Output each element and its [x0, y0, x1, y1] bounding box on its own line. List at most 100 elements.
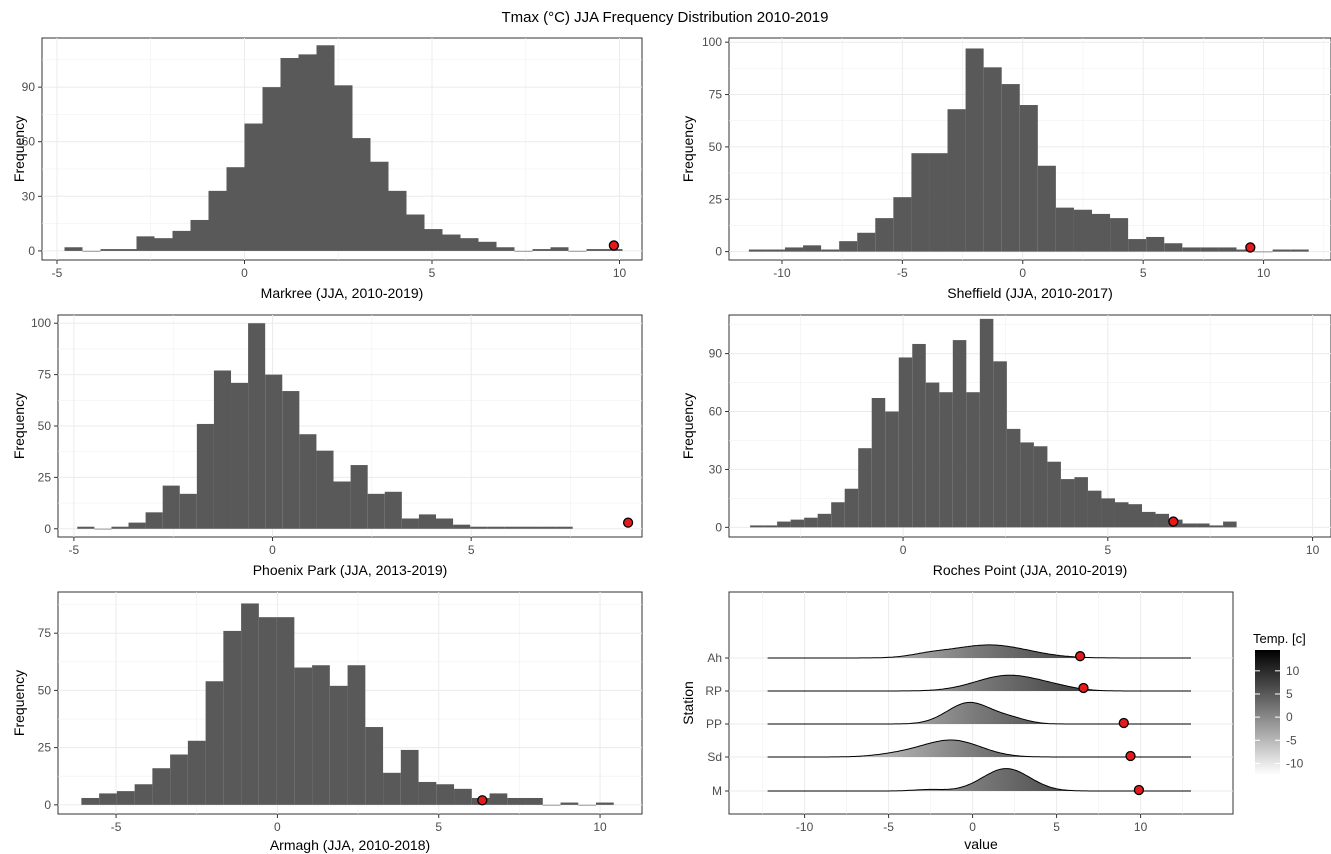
- y-tick-label: 90: [709, 347, 723, 361]
- y-tick-label: 50: [38, 419, 52, 433]
- histogram-bar: [586, 249, 605, 251]
- histogram-bar: [939, 392, 953, 528]
- ticks: -5 0 5 10 0 25 50 75: [38, 626, 607, 834]
- marker-point: [1245, 242, 1256, 253]
- histogram-bar: [857, 232, 876, 252]
- histogram-bar: [367, 493, 385, 529]
- panel-ridgeline: Ah RP PP Sd M -10 -5 0 5 10 value Station: [680, 591, 1234, 852]
- y-tick-label: 100: [702, 35, 722, 49]
- histogram-bar: [347, 665, 366, 805]
- x-tick-label: 10: [593, 820, 607, 834]
- histogram-bar: [912, 343, 926, 528]
- x-tick-label: 5: [1140, 266, 1147, 280]
- histogram-bar: [262, 87, 281, 251]
- bars: [64, 45, 623, 252]
- density-ridge: [767, 702, 1191, 724]
- marker-point: [1125, 750, 1136, 762]
- histogram-bar: [966, 392, 980, 528]
- y-axis-label: Frequency: [11, 116, 27, 182]
- legend-tick-label: -10: [1286, 756, 1304, 770]
- histogram-bar: [190, 219, 209, 251]
- histogram-bar: [384, 491, 402, 529]
- x-axis-label: Markree (JJA, 2010-2019): [261, 285, 424, 301]
- histogram-bar: [844, 488, 859, 528]
- histogram-bar: [763, 525, 778, 528]
- y-tick-label: 75: [38, 368, 52, 382]
- histogram-bar: [871, 398, 886, 528]
- histogram-bar: [81, 797, 100, 805]
- histogram-bar: [316, 450, 334, 529]
- histogram-bar: [817, 513, 832, 528]
- histogram-bar: [965, 48, 984, 252]
- histogram-bar: [453, 524, 471, 529]
- x-tick-label: 0: [269, 543, 276, 557]
- histogram-bar: [1196, 523, 1210, 528]
- histogram-bar: [952, 340, 967, 528]
- histogram-bar: [82, 250, 101, 252]
- histogram-bar: [993, 361, 1007, 528]
- x-tick-label: 10: [1306, 543, 1320, 557]
- y-tick-label: 0: [44, 798, 51, 812]
- histogram-bar: [170, 754, 188, 805]
- y-tick-label: 60: [22, 135, 36, 149]
- y-axis-label: Station: [680, 681, 696, 725]
- x-tick-label: -5: [897, 266, 908, 280]
- histogram-bar: [64, 247, 83, 251]
- histogram-bar: [1006, 428, 1021, 528]
- histogram-bar: [979, 318, 994, 528]
- histogram-bar: [282, 391, 300, 529]
- histogram-bar: [1060, 479, 1075, 528]
- histogram-bar: [77, 526, 95, 529]
- panel-roches-point: 0 5 10 0 30 60 90 Roches Point (JJA, 2010-2019…: [680, 314, 1331, 578]
- histogram-bar: [470, 526, 488, 529]
- histogram-bar: [244, 123, 263, 251]
- histogram-bar: [538, 526, 556, 529]
- histogram-bar: [1164, 243, 1183, 252]
- x-axis-label: Sheffield (JJA, 2010-2017): [947, 285, 1113, 301]
- histogram-bar: [1290, 249, 1309, 252]
- histogram-bar: [1114, 502, 1129, 528]
- panel-armagh: -5 0 5 10 0 25 50 75 Armagh (JJA, 2010-2018) Fr…: [11, 591, 643, 853]
- histogram-bar: [898, 357, 913, 528]
- density-ridge: [767, 675, 1191, 691]
- histogram-bar: [312, 665, 330, 805]
- histogram-bar: [560, 802, 579, 805]
- histogram-bar: [116, 791, 135, 805]
- histogram-bar: [507, 797, 526, 805]
- histogram-bar: [365, 727, 384, 805]
- bars: [81, 603, 614, 806]
- histogram-bar: [213, 370, 232, 529]
- y-tick-label: 30: [22, 189, 36, 203]
- marker-point: [1074, 651, 1086, 662]
- histogram-bar: [929, 153, 948, 252]
- histogram-bar: [145, 512, 163, 529]
- histogram-bar: [521, 526, 539, 529]
- histogram-bar: [489, 793, 508, 805]
- y-tick-label: 25: [38, 741, 52, 755]
- y-tick-label: 0: [44, 522, 51, 536]
- grid: [42, 38, 642, 260]
- histogram-bar: [1254, 251, 1273, 253]
- x-tick-label: 10: [1134, 820, 1148, 834]
- histogram-bar: [99, 793, 117, 805]
- y-tick-label: 90: [22, 80, 36, 94]
- legend-tick-label: 0: [1286, 710, 1293, 724]
- legend-tick-label: 5: [1286, 687, 1293, 701]
- histogram-bar: [1218, 247, 1237, 252]
- y-tick-label: PP: [706, 717, 722, 731]
- histogram-bar: [454, 788, 472, 805]
- y-axis-label: Frequency: [11, 393, 27, 459]
- histogram-bar: [893, 197, 912, 252]
- legend-tick-label: 10: [1286, 664, 1300, 678]
- x-tick-label: 0: [241, 266, 248, 280]
- x-tick-label: 0: [274, 820, 281, 834]
- x-tick-label: 10: [613, 266, 627, 280]
- histogram-bar: [568, 250, 587, 252]
- histogram-bar: [1182, 523, 1197, 528]
- histogram-bar: [514, 250, 533, 252]
- colorbar: [1255, 650, 1280, 775]
- histogram-bar: [1128, 504, 1143, 528]
- y-tick-label: 30: [709, 462, 723, 476]
- histogram-bar: [578, 804, 597, 806]
